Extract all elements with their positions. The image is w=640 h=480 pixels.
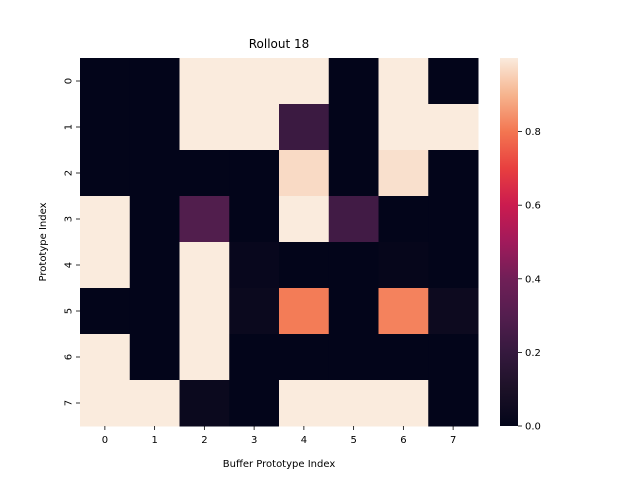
y-axis-ticks: 0 1 2 3 4 5 6 7 bbox=[64, 78, 80, 406]
heatmap-cell-4-5 bbox=[328, 242, 379, 289]
heatmap-cell-2-5 bbox=[328, 150, 379, 197]
x-tick-label: 3 bbox=[251, 435, 257, 446]
heatmap-cell-7-4 bbox=[279, 380, 330, 427]
heatmap-cell-1-6 bbox=[378, 104, 429, 151]
x-tick-label: 4 bbox=[301, 435, 307, 446]
y-axis-label: Prototype Index bbox=[38, 202, 49, 281]
heatmap-cell-0-2 bbox=[179, 58, 230, 105]
heatmap-cell-5-6 bbox=[378, 288, 429, 335]
heatmap-cell-6-2 bbox=[179, 334, 230, 381]
heatmap-cell-2-7 bbox=[428, 150, 479, 197]
colorbar-tick-label: 0.4 bbox=[525, 274, 541, 285]
colorbar-tick-label: 0.8 bbox=[525, 127, 541, 138]
heatmap-cell-6-7 bbox=[428, 334, 479, 381]
heatmap-cell-6-3 bbox=[229, 334, 280, 381]
heatmap-cell-3-1 bbox=[129, 196, 180, 243]
heatmap-cell-3-7 bbox=[428, 196, 479, 243]
heatmap-cell-7-2 bbox=[179, 380, 230, 427]
heatmap-cell-0-3 bbox=[229, 58, 280, 105]
y-tick-label: 6 bbox=[64, 354, 75, 360]
heatmap-cell-1-3 bbox=[229, 104, 280, 151]
heatmap-cell-0-6 bbox=[378, 58, 429, 105]
x-tick-label: 5 bbox=[350, 435, 356, 446]
chart-title: Rollout 18 bbox=[249, 37, 310, 51]
x-tick-label: 7 bbox=[450, 435, 456, 446]
heatmap-cell-2-4 bbox=[279, 150, 330, 197]
heatmap-cell-0-4 bbox=[279, 58, 330, 105]
heatmap-cell-1-1 bbox=[129, 104, 180, 151]
heatmap-cell-1-0 bbox=[80, 104, 131, 151]
heatmap-cell-7-6 bbox=[378, 380, 429, 427]
colorbar-tick-label: 0.2 bbox=[525, 348, 541, 359]
heatmap-cell-5-5 bbox=[328, 288, 379, 335]
x-tick-label: 6 bbox=[400, 435, 406, 446]
heatmap-cell-3-3 bbox=[229, 196, 280, 243]
heatmap-cell-0-7 bbox=[428, 58, 479, 105]
heatmap-cell-2-3 bbox=[229, 150, 280, 197]
heatmap-cell-0-1 bbox=[129, 58, 180, 105]
heatmap-cell-3-0 bbox=[80, 196, 131, 243]
heatmap-cell-4-4 bbox=[279, 242, 330, 289]
heatmap-cell-7-5 bbox=[328, 380, 379, 427]
heatmap-cell-2-2 bbox=[179, 150, 230, 197]
heatmap-cell-1-5 bbox=[328, 104, 379, 151]
heatmap-cells bbox=[80, 58, 479, 427]
heatmap-cell-4-3 bbox=[229, 242, 280, 289]
heatmap-cell-3-5 bbox=[328, 196, 379, 243]
y-tick-label: 7 bbox=[64, 400, 75, 406]
heatmap-cell-4-7 bbox=[428, 242, 479, 289]
heatmap-cell-3-2 bbox=[179, 196, 230, 243]
y-tick-label: 0 bbox=[64, 78, 75, 84]
x-axis-ticks: 0 1 2 3 4 5 6 7 bbox=[102, 426, 456, 446]
heatmap-cell-4-6 bbox=[378, 242, 429, 289]
heatmap-cell-2-6 bbox=[378, 150, 429, 197]
heatmap-cell-2-0 bbox=[80, 150, 131, 197]
colorbar bbox=[500, 58, 518, 426]
x-tick-label: 1 bbox=[151, 435, 157, 446]
y-tick-label: 5 bbox=[64, 308, 75, 314]
heatmap-cell-0-0 bbox=[80, 58, 131, 105]
heatmap-cell-6-4 bbox=[279, 334, 330, 381]
y-tick-label: 4 bbox=[64, 262, 75, 268]
heatmap-cell-5-1 bbox=[129, 288, 180, 335]
heatmap-cell-1-2 bbox=[179, 104, 230, 151]
heatmap-cell-7-1 bbox=[129, 380, 180, 427]
heatmap-cell-4-2 bbox=[179, 242, 230, 289]
colorbar-tick-label: 0.0 bbox=[525, 422, 541, 433]
heatmap-cell-6-1 bbox=[129, 334, 180, 381]
heatmap-cell-3-4 bbox=[279, 196, 330, 243]
heatmap-cell-6-0 bbox=[80, 334, 131, 381]
y-tick-label: 1 bbox=[64, 124, 75, 130]
heatmap-cell-6-5 bbox=[328, 334, 379, 381]
heatmap-cell-5-7 bbox=[428, 288, 479, 335]
heatmap-cell-5-4 bbox=[279, 288, 330, 335]
heatmap-cell-5-2 bbox=[179, 288, 230, 335]
heatmap-cell-5-0 bbox=[80, 288, 131, 335]
heatmap-cell-1-4 bbox=[279, 104, 330, 151]
x-tick-label: 2 bbox=[201, 435, 207, 446]
heatmap-cell-0-5 bbox=[328, 58, 379, 105]
heatmap-cell-6-6 bbox=[378, 334, 429, 381]
x-axis-label: Buffer Prototype Index bbox=[223, 459, 336, 470]
colorbar-ticks: 0.0 0.2 0.4 0.6 0.8 bbox=[518, 127, 541, 433]
colorbar-tick-label: 0.6 bbox=[525, 201, 541, 212]
heatmap-cell-4-0 bbox=[80, 242, 131, 289]
heatmap-cell-2-1 bbox=[129, 150, 180, 197]
x-tick-label: 0 bbox=[102, 435, 108, 446]
heatmap-cell-4-1 bbox=[129, 242, 180, 289]
heatmap-cell-1-7 bbox=[428, 104, 479, 151]
y-tick-label: 3 bbox=[64, 216, 75, 222]
heatmap-cell-7-7 bbox=[428, 380, 479, 427]
y-tick-label: 2 bbox=[64, 170, 75, 176]
heatmap-cell-7-3 bbox=[229, 380, 280, 427]
heatmap-cell-7-0 bbox=[80, 380, 131, 427]
heatmap-cell-3-6 bbox=[378, 196, 429, 243]
heatmap-cell-5-3 bbox=[229, 288, 280, 335]
